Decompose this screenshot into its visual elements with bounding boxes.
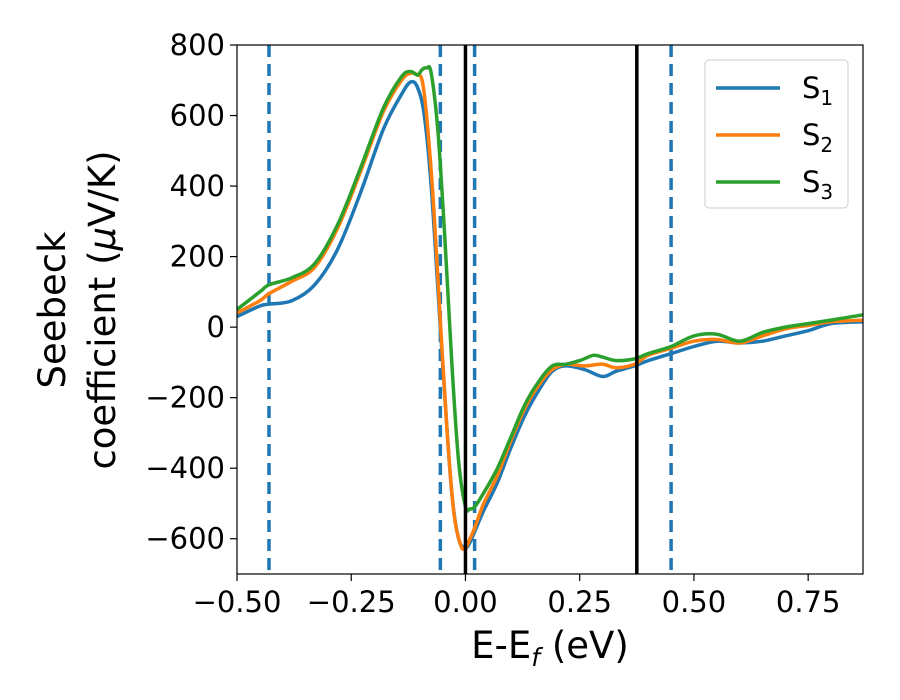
x-tick-label: 0.00 — [433, 585, 498, 619]
y-tick-label: 200 — [170, 240, 225, 274]
y-axis-label: Seebeck coefficient (μV/K) — [31, 150, 124, 469]
x-tick-label: 0.25 — [547, 585, 612, 619]
x-tick-label: 0.50 — [662, 585, 727, 619]
x-tick-label: −0.25 — [307, 585, 396, 619]
y-axis-label-line2: coefficient (μV/K) — [81, 150, 124, 469]
y-tick-label: −600 — [145, 522, 225, 556]
plot-frame — [236, 44, 864, 575]
y-tick-label: −400 — [145, 451, 225, 485]
legend-label: S1 — [802, 71, 833, 110]
legend-entry-s2: S2 — [716, 118, 833, 157]
legend-label: S2 — [802, 118, 833, 157]
y-tick-label: 600 — [170, 99, 225, 133]
legend: S1 S2 S3 — [704, 59, 849, 209]
x-axis-label: E-Ef (eV) — [471, 624, 629, 672]
vertical-reference-lines — [267, 45, 673, 574]
series-line-s3 — [237, 64, 863, 513]
x-tick-label: −0.50 — [193, 585, 282, 619]
y-tick-label: −200 — [145, 381, 225, 415]
y-axis-ticks: −600 −400 −200 0 200 400 600 800 — [145, 28, 237, 556]
x-tick-label: 0.75 — [776, 585, 841, 619]
y-axis-label-line1: Seebeck — [31, 231, 74, 389]
legend-entry-s3: S3 — [716, 165, 833, 204]
y-tick-label: 800 — [170, 28, 225, 62]
y-tick-label: 0 — [207, 310, 225, 344]
legend-label: S3 — [802, 165, 833, 204]
y-tick-label: 400 — [170, 169, 225, 203]
series-lines — [237, 64, 863, 551]
legend-entry-s1: S1 — [716, 71, 833, 110]
x-axis-ticks: −0.50 −0.25 0.00 0.25 0.50 0.75 — [193, 574, 841, 619]
